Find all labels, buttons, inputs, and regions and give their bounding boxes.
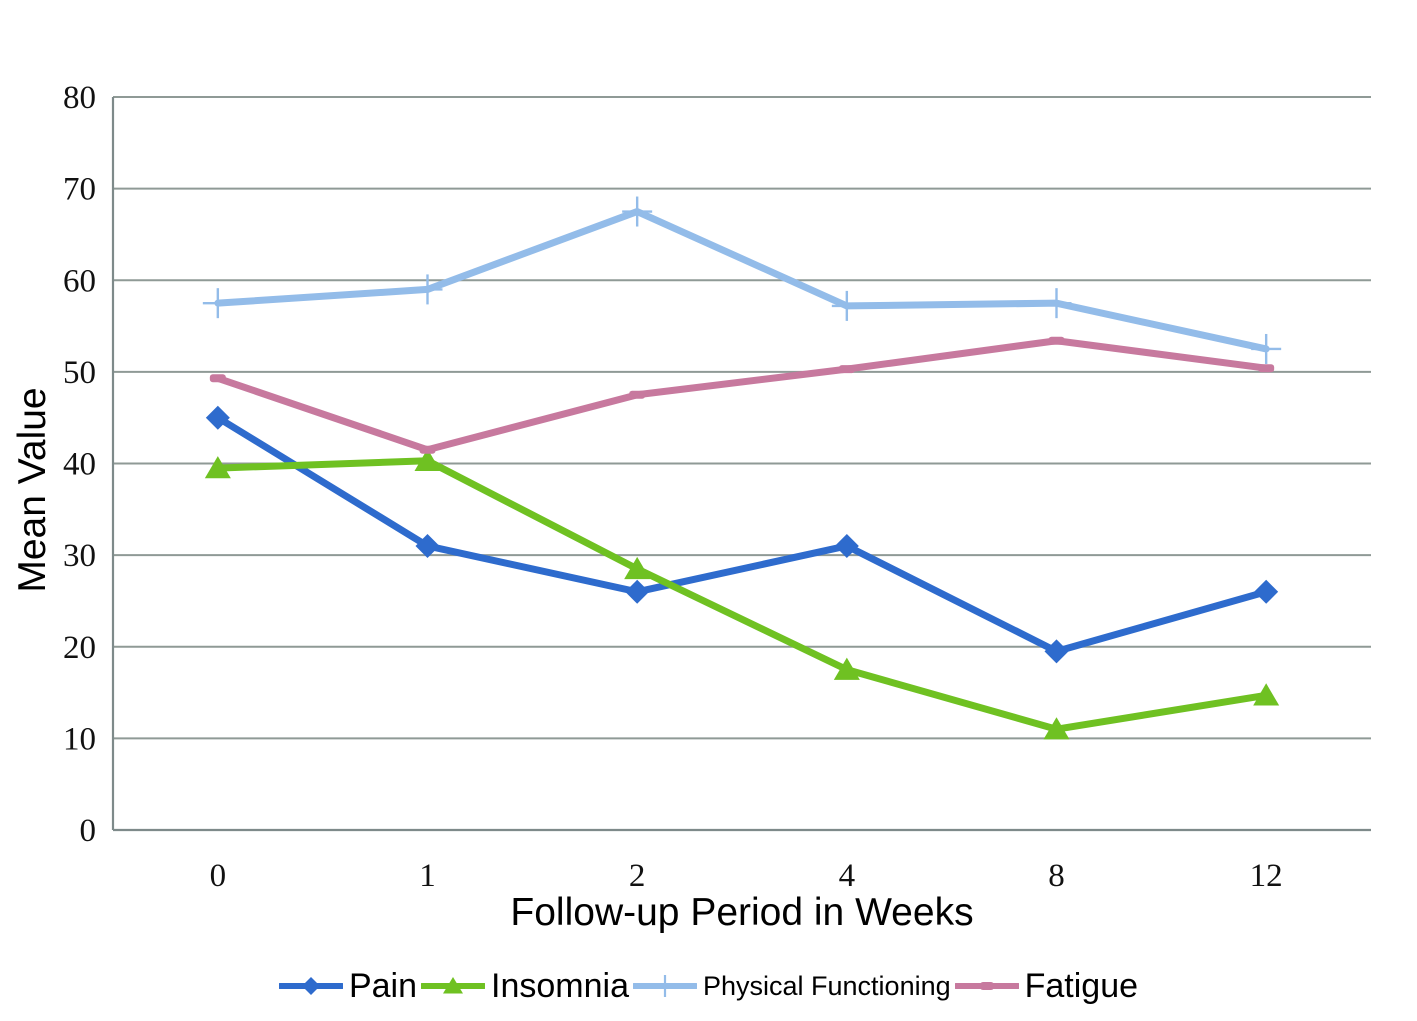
data-point-triangle <box>1253 683 1280 706</box>
y-tick-label: 80 <box>63 80 96 116</box>
y-tick-label: 30 <box>63 538 96 574</box>
data-point-diamond <box>834 533 859 558</box>
x-tick-label: 2 <box>629 858 646 894</box>
data-point-dash <box>419 445 436 454</box>
x-tick-label: 1 <box>419 858 436 894</box>
diamond-marker-icon <box>301 977 320 995</box>
legend-label: Physical Functioning <box>702 970 951 1001</box>
data-point-dash <box>1258 364 1275 373</box>
y-tick-label: 40 <box>63 447 96 483</box>
dash-legend-swatch-icon <box>954 982 1019 990</box>
data-point-triangle <box>1043 717 1070 740</box>
triangle-legend-swatch-icon <box>421 977 486 994</box>
data-point-diamond <box>1254 579 1279 604</box>
y-tick-label: 20 <box>63 630 96 666</box>
data-point-dash <box>838 365 855 374</box>
triangle-marker-icon <box>443 977 464 994</box>
dash-marker-icon <box>979 982 994 990</box>
data-point-dash <box>1048 336 1065 345</box>
x-tick-label: 12 <box>1250 858 1283 894</box>
data-point-diamond <box>625 579 650 604</box>
y-tick-label: 50 <box>63 355 96 391</box>
y-axis-title: Mean Value <box>11 387 54 593</box>
plus-legend-swatch-icon <box>632 975 697 997</box>
x-tick-label: 8 <box>1048 858 1065 894</box>
data-point-diamond <box>415 533 440 558</box>
data-point-triangle <box>833 657 860 680</box>
data-point-diamond <box>1044 639 1069 664</box>
series-line-pain <box>214 414 1270 655</box>
x-tick-label: 4 <box>839 858 856 894</box>
legend-item-fatigue: Fatigue <box>954 966 1139 1006</box>
data-point-triangle <box>414 448 441 471</box>
chart-legend: Pain Insomnia Physical Functioning Fatigue <box>0 960 1417 1012</box>
series-line-fatigue <box>214 337 1270 454</box>
data-point-dash <box>629 390 646 399</box>
y-tick-label: 60 <box>63 263 96 299</box>
diamond-legend-swatch-icon <box>278 977 343 995</box>
x-axis-title: Follow-up Period in Weeks <box>510 891 974 934</box>
y-tick-label: 70 <box>63 172 96 208</box>
data-point-triangle <box>624 556 651 580</box>
legend-item-pain: Pain <box>278 966 418 1006</box>
data-point-dash <box>209 374 226 383</box>
y-tick-label: 10 <box>63 721 96 757</box>
y-tick-label: 0 <box>80 813 97 849</box>
series-line-insomnia <box>214 457 1270 733</box>
data-point-diamond <box>205 405 230 430</box>
series-line-physical-functioning <box>214 208 1270 353</box>
data-point-triangle <box>204 456 231 479</box>
legend-label: Pain <box>348 966 418 1005</box>
x-tick-label: 0 <box>210 858 227 894</box>
legend-label: Fatigue <box>1024 966 1139 1005</box>
legend-item-physical-functioning: Physical Functioning <box>632 970 951 1002</box>
legend-item-insomnia: Insomnia <box>421 967 629 1006</box>
legend-label: Insomnia <box>491 966 629 1005</box>
